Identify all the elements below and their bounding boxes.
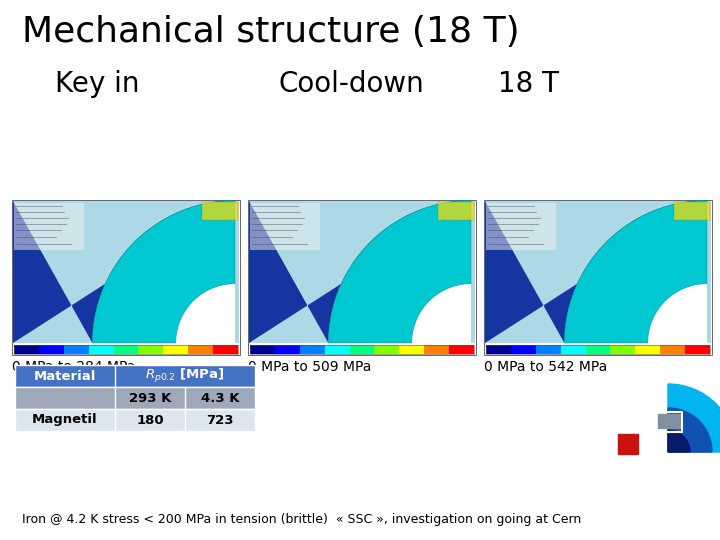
Bar xyxy=(275,345,300,354)
Polygon shape xyxy=(485,200,707,343)
Bar xyxy=(248,200,476,355)
Text: Iron @ 4.2 K stress < 200 MPa in tension (brittle)  « SSC », investigation on go: Iron @ 4.2 K stress < 200 MPa in tension… xyxy=(22,513,581,526)
Wedge shape xyxy=(668,430,690,452)
Bar xyxy=(300,345,325,354)
Text: $R_{p0.2}$ [MPa]: $R_{p0.2}$ [MPa] xyxy=(145,367,225,385)
Bar xyxy=(611,345,635,354)
Polygon shape xyxy=(412,284,471,343)
Bar xyxy=(163,345,188,354)
Wedge shape xyxy=(668,384,720,452)
Bar xyxy=(89,345,114,354)
Polygon shape xyxy=(92,200,235,343)
Bar xyxy=(64,345,89,354)
Bar xyxy=(656,412,682,432)
Bar xyxy=(438,202,474,220)
Polygon shape xyxy=(564,200,707,343)
Bar xyxy=(400,345,424,354)
Text: 0 MPa to 542 MPa: 0 MPa to 542 MPa xyxy=(484,360,607,374)
Bar xyxy=(213,345,238,354)
Bar xyxy=(250,345,275,354)
Bar xyxy=(15,409,255,431)
Bar xyxy=(658,414,680,428)
Bar xyxy=(250,203,320,250)
Bar xyxy=(114,345,138,354)
Wedge shape xyxy=(668,408,712,452)
Text: Magnetil: Magnetil xyxy=(32,414,98,427)
Bar xyxy=(561,345,585,354)
Bar xyxy=(635,345,660,354)
Bar xyxy=(424,345,449,354)
Text: 723: 723 xyxy=(206,414,234,427)
Bar xyxy=(685,345,710,354)
Bar xyxy=(374,345,400,354)
Bar xyxy=(250,345,474,354)
Bar xyxy=(486,345,710,354)
Text: Mechanical structure (18 T): Mechanical structure (18 T) xyxy=(22,15,520,49)
Polygon shape xyxy=(249,200,471,343)
Bar xyxy=(484,200,712,355)
Text: 180: 180 xyxy=(136,414,164,427)
Text: Cool-down: Cool-down xyxy=(278,70,424,98)
Text: 0 MPa to 284 MPa: 0 MPa to 284 MPa xyxy=(12,360,135,374)
Bar xyxy=(585,345,611,354)
Bar xyxy=(485,201,711,343)
Polygon shape xyxy=(648,284,707,343)
Bar xyxy=(138,345,163,354)
Text: 293 K: 293 K xyxy=(129,392,171,404)
Bar xyxy=(13,201,239,343)
Bar xyxy=(618,434,638,454)
Text: Key in: Key in xyxy=(55,70,140,98)
Bar xyxy=(14,203,84,250)
Bar xyxy=(325,345,349,354)
Text: 4.3 K: 4.3 K xyxy=(201,392,239,404)
Polygon shape xyxy=(13,200,235,343)
Bar xyxy=(12,200,240,355)
Bar xyxy=(536,345,561,354)
Bar xyxy=(486,345,511,354)
Text: Material: Material xyxy=(34,369,96,382)
Bar xyxy=(202,202,238,220)
Bar xyxy=(14,345,39,354)
Bar xyxy=(14,345,238,354)
Bar xyxy=(511,345,536,354)
Bar xyxy=(39,345,64,354)
Bar xyxy=(15,387,255,409)
Polygon shape xyxy=(176,284,235,343)
Bar xyxy=(188,345,213,354)
Bar xyxy=(15,365,255,387)
Bar xyxy=(249,201,475,343)
Bar xyxy=(674,202,710,220)
Text: 0 MPa to 509 MPa: 0 MPa to 509 MPa xyxy=(248,360,372,374)
Bar xyxy=(486,203,556,250)
Bar xyxy=(349,345,374,354)
Bar xyxy=(449,345,474,354)
Text: 18 T: 18 T xyxy=(498,70,559,98)
Polygon shape xyxy=(328,200,471,343)
Bar xyxy=(660,345,685,354)
